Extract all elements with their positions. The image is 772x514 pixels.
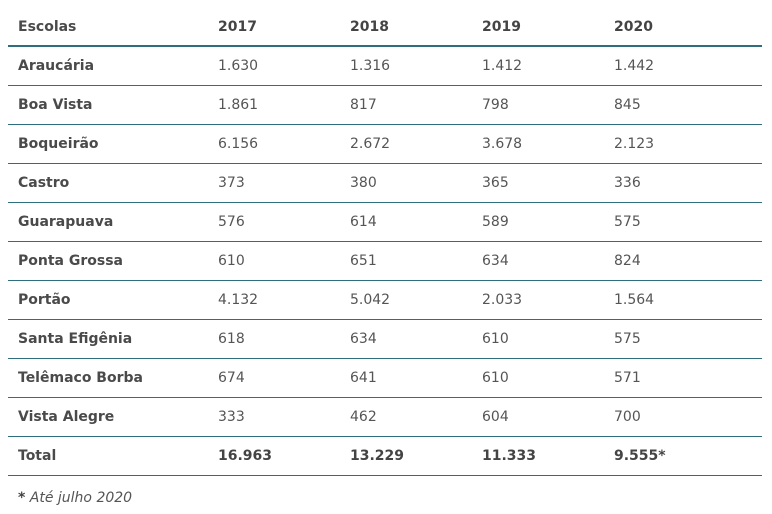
value-2018: 614 — [350, 214, 377, 230]
value-2017: 373 — [218, 175, 245, 191]
school-name: Castro — [18, 175, 70, 191]
table-row: Guarapuava 576 614 589 575 — [8, 203, 762, 242]
table-header-row: Escolas 2017 2018 2019 2020 — [8, 8, 762, 47]
value-2019: 634 — [482, 253, 509, 269]
value-2018: 634 — [350, 331, 377, 347]
value-2018: 380 — [350, 175, 377, 191]
value-2018: 817 — [350, 97, 377, 113]
value-2019: 1.412 — [482, 58, 523, 74]
table-row: Ponta Grossa 610 651 634 824 — [8, 242, 762, 281]
value-2019: 798 — [482, 97, 509, 113]
table-row: Boa Vista 1.861 817 798 845 — [8, 86, 762, 125]
school-name: Boa Vista — [18, 97, 93, 113]
header-2018: 2018 — [350, 18, 389, 35]
value-2017: 576 — [218, 214, 245, 230]
footnote-text: Até julho 2020 — [25, 490, 133, 506]
value-2017: 610 — [218, 253, 245, 269]
value-2017: 1.630 — [218, 58, 259, 74]
value-2017: 618 — [218, 331, 245, 347]
footnote-marker: * — [18, 490, 26, 506]
value-2019: 610 — [482, 370, 509, 386]
table-row: Portão 4.132 5.042 2.033 1.564 — [8, 281, 762, 320]
school-name: Santa Efigênia — [18, 331, 133, 347]
value-2018: 641 — [350, 370, 377, 386]
value-2017: 674 — [218, 370, 245, 386]
value-2020: 571 — [614, 370, 641, 386]
value-2020: 700 — [614, 409, 641, 425]
school-name: Ponta Grossa — [18, 253, 123, 269]
value-2020: 1.442 — [614, 58, 655, 74]
value-2018: 2.672 — [350, 136, 391, 152]
value-2018: 651 — [350, 253, 377, 269]
value-2018: 1.316 — [350, 58, 391, 74]
table-row: Telêmaco Borba 674 641 610 571 — [8, 359, 762, 398]
value-2020: 1.564 — [614, 292, 655, 308]
value-2018: 462 — [350, 409, 377, 425]
footnote: * Até julho 2020 — [18, 490, 132, 506]
header-2019: 2019 — [482, 18, 521, 35]
schools-table: Escolas 2017 2018 2019 2020 Araucária 1.… — [8, 8, 762, 476]
total-2018: 13.229 — [350, 448, 405, 464]
value-2017: 333 — [218, 409, 245, 425]
value-2020: 845 — [614, 97, 641, 113]
table-row: Boqueirão 6.156 2.672 3.678 2.123 — [8, 125, 762, 164]
total-label: Total — [18, 448, 57, 464]
value-2018: 5.042 — [350, 292, 391, 308]
school-name: Telêmaco Borba — [18, 370, 143, 386]
header-2017: 2017 — [218, 18, 257, 35]
value-2020: 336 — [614, 175, 641, 191]
school-name: Boqueirão — [18, 136, 99, 152]
total-2019: 11.333 — [482, 448, 537, 464]
total-2020: 9.555* — [614, 448, 666, 464]
value-2019: 2.033 — [482, 292, 523, 308]
table-total-row: Total 16.963 13.229 11.333 9.555* — [8, 437, 762, 476]
value-2017: 4.132 — [218, 292, 259, 308]
value-2017: 1.861 — [218, 97, 259, 113]
value-2019: 365 — [482, 175, 509, 191]
value-2017: 6.156 — [218, 136, 259, 152]
table-row: Vista Alegre 333 462 604 700 — [8, 398, 762, 437]
table-row: Castro 373 380 365 336 — [8, 164, 762, 203]
table-row: Santa Efigênia 618 634 610 575 — [8, 320, 762, 359]
value-2019: 3.678 — [482, 136, 523, 152]
value-2019: 604 — [482, 409, 509, 425]
total-2017: 16.963 — [218, 448, 273, 464]
value-2020: 2.123 — [614, 136, 655, 152]
school-name: Guarapuava — [18, 214, 114, 230]
value-2020: 575 — [614, 331, 641, 347]
school-name: Vista Alegre — [18, 409, 115, 425]
value-2019: 589 — [482, 214, 509, 230]
school-name: Araucária — [18, 58, 95, 74]
value-2020: 575 — [614, 214, 641, 230]
school-name: Portão — [18, 292, 71, 308]
value-2019: 610 — [482, 331, 509, 347]
header-escolas: Escolas — [18, 18, 77, 35]
value-2020: 824 — [614, 253, 641, 269]
table-row: Araucária 1.630 1.316 1.412 1.442 — [8, 47, 762, 86]
header-2020: 2020 — [614, 18, 653, 35]
